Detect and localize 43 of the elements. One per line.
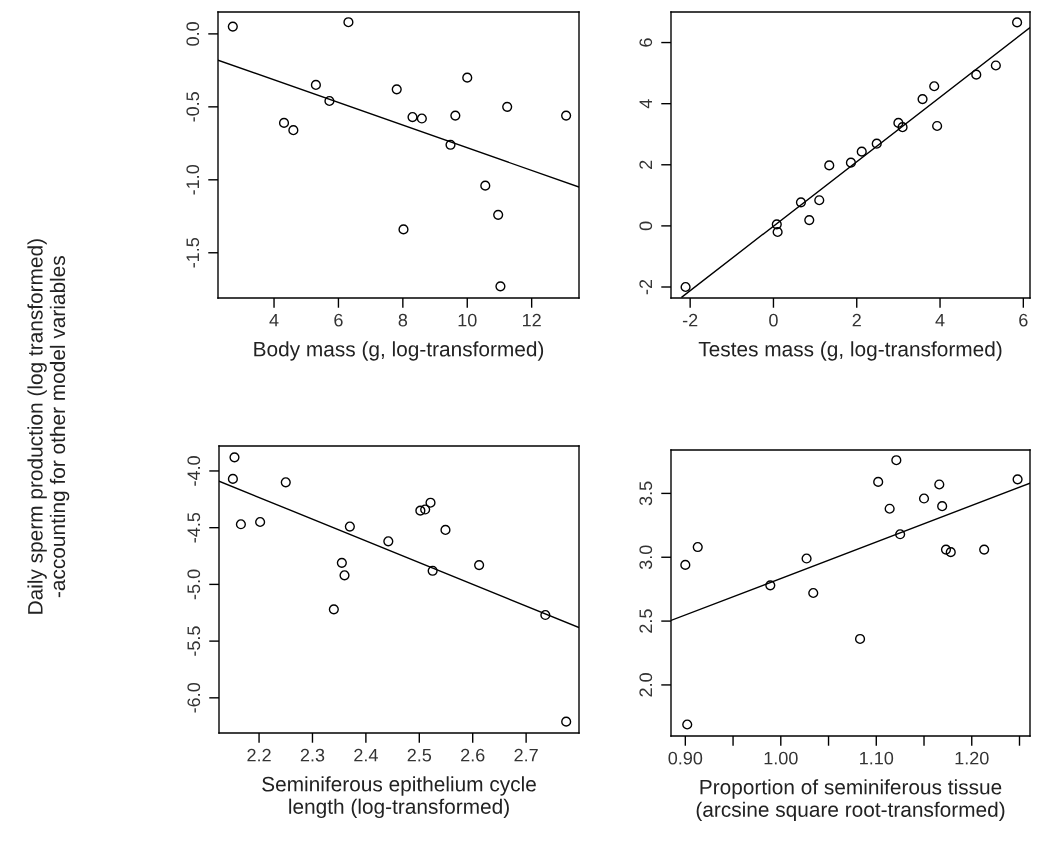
y-tick-label: -1.0: [186, 164, 200, 195]
y-tick-label: 2: [639, 160, 652, 169]
y-tick-label: 0.0: [186, 22, 200, 46]
x-tick-label: 2.3: [300, 748, 325, 762]
y-tick-label: 2.0: [639, 673, 653, 697]
x-tick-label: 2.4: [354, 748, 378, 762]
x-tick-label: 1.00: [764, 751, 798, 765]
x-tick-label: 2: [852, 313, 861, 327]
x-tick-label: 10: [458, 313, 477, 327]
y-tick-label: -4.0: [187, 456, 201, 486]
x-tick-label: 6: [1019, 313, 1028, 327]
x-tick-label: 2.7: [514, 748, 538, 762]
y-tick-label: 3.5: [639, 481, 653, 506]
x-tick-label: 12: [523, 313, 541, 327]
y-tick-label: 3.0: [639, 545, 653, 570]
x-tick-label: 1.10: [860, 751, 894, 765]
y-tick-label: -1.5: [186, 237, 200, 268]
x-tick-label: 2.5: [407, 748, 432, 762]
y-tick-label: -2: [639, 279, 652, 295]
x-tick-label: 4: [269, 313, 279, 327]
x-tick-label: 4: [935, 313, 945, 327]
x-tick-label: 1.20: [955, 751, 989, 765]
x-tick-label: 2.2: [247, 748, 271, 762]
x-axis-title: Seminiferous epithelium cycle length (log-transformed): [262, 776, 536, 819]
x-tick-label: 6: [334, 313, 343, 327]
x-tick-label: 8: [398, 313, 408, 327]
x-axis-title: Body mass (g, log-transformed): [254, 341, 544, 361]
y-tick-label: -4.5: [187, 512, 201, 543]
y-tick-label: 0: [639, 221, 653, 231]
x-tick-label: -2: [682, 313, 698, 327]
y-tick-label: 4: [639, 99, 652, 109]
y-tick-label: -5.5: [187, 626, 201, 656]
x-tick-label: 0: [769, 313, 778, 327]
y-axis-title: Daily sperm production (log transformed) -accounting for other model variables: [27, 239, 70, 614]
x-tick-label: 2.6: [461, 748, 485, 762]
y-tick-label: -5.0: [187, 569, 201, 600]
y-tick-label: 2.5: [639, 609, 653, 633]
y-tick-label: 6: [639, 38, 653, 47]
x-tick-label: 0.90: [668, 751, 703, 765]
y-tick-label: -6.0: [187, 682, 201, 713]
y-tick-label: -0.5: [186, 92, 200, 122]
x-axis-title: Testes mass (g, log-transformed): [698, 341, 1002, 361]
x-axis-title: Proportion of seminiferous tissue (arcsine square root-transformed): [696, 779, 1005, 822]
